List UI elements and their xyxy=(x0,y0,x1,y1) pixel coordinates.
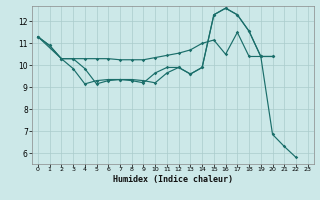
X-axis label: Humidex (Indice chaleur): Humidex (Indice chaleur) xyxy=(113,175,233,184)
